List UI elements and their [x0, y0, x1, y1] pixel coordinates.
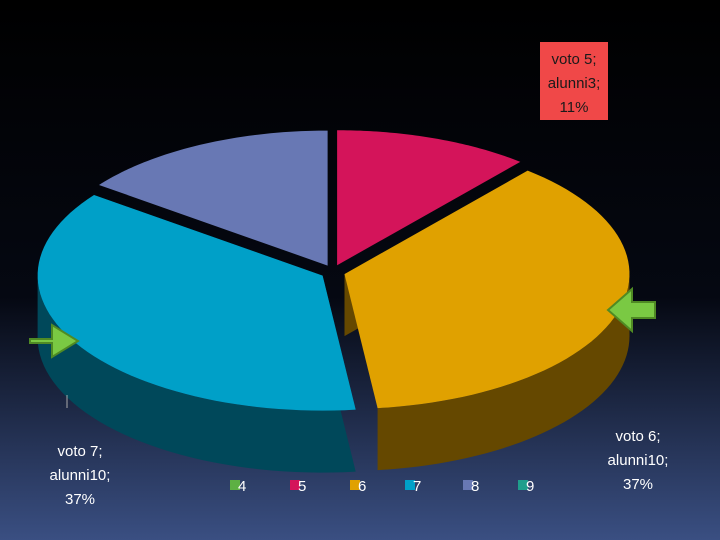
arrow-right: [606, 286, 656, 334]
data-label: voto 7;: [57, 443, 102, 460]
legend-swatch: [463, 480, 473, 490]
data-labels: voto 5; alunni3; 11% voto 6; alunni10; 37% vot…: [50, 42, 669, 508]
pie: [37, 130, 630, 473]
data-label: alunni10;: [50, 467, 111, 484]
data-label: 37%: [623, 476, 653, 493]
slice: [37, 194, 356, 411]
slice: [344, 170, 630, 409]
data-label: alunni3;: [548, 75, 601, 92]
legend-label: 7: [413, 478, 421, 495]
data-label: voto 6;: [615, 428, 660, 445]
slice: [337, 130, 521, 266]
legend-swatch: [405, 480, 415, 490]
legend-swatch: [350, 480, 360, 490]
legend-label: 6: [358, 478, 366, 495]
legend-label: 9: [526, 478, 534, 495]
data-label: voto 5;: [551, 51, 596, 68]
legend-swatch: [230, 480, 240, 490]
legend-label: 5: [298, 478, 306, 495]
legend-swatch: [290, 480, 300, 490]
legend: 4 5 6 7 8 9: [230, 478, 534, 495]
data-label: 37%: [65, 491, 95, 508]
data-label: 11%: [560, 99, 589, 116]
label-box: [540, 42, 608, 120]
slice: [99, 130, 328, 266]
data-label: alunni10;: [608, 452, 669, 469]
arrow-left: [29, 323, 80, 359]
legend-label: 8: [471, 478, 479, 495]
legend-swatch: [518, 480, 528, 490]
legend-label: 4: [238, 478, 246, 495]
